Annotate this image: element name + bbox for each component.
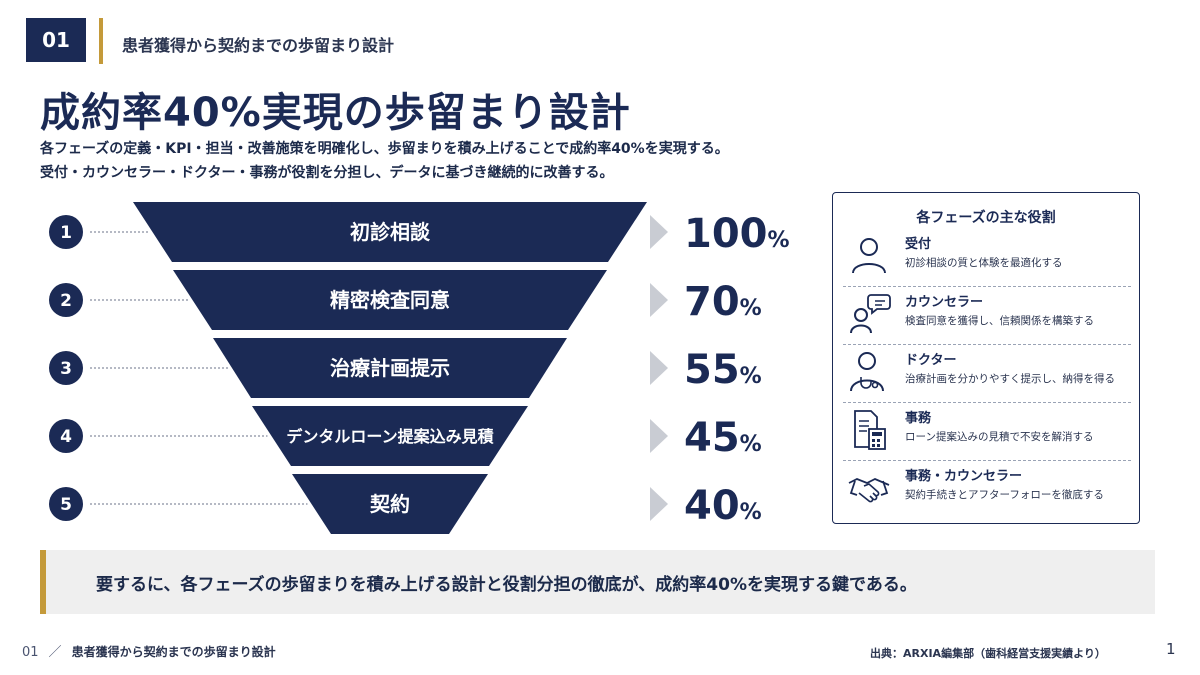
section-badge: 01 <box>26 18 86 62</box>
stage-number: 1 <box>60 223 72 243</box>
role-desc: 初診相談の質と体験を最適化する <box>905 257 1063 269</box>
stage-label: 治療計画提示 <box>330 356 450 380</box>
footer-title: 患者獲得から契約までの歩留まり設計 <box>71 645 276 659</box>
subtitle-line-2: 受付・カウンセラー・ドクター・事務が役割を分担し、データに基づき継続的に改善する… <box>40 165 614 181</box>
stage-label: 精密検査同意 <box>330 288 450 312</box>
roles-panel: 各フェーズの主な役割 受付 初診相談の質と体験を最適化する カウンセラー 検査同… <box>832 192 1140 524</box>
stage-label: 契約 <box>369 492 410 516</box>
stage-number: 4 <box>60 427 72 447</box>
counselor-chat-icon <box>850 294 891 334</box>
stage-arrow <box>650 351 668 385</box>
role-row-counselor: カウンセラー 検査同意を獲得し、信頼関係を構築する <box>843 287 1131 345</box>
footer-slash: ／ <box>48 645 62 660</box>
role-desc: 検査同意を獲得し、信頼関係を構築する <box>905 315 1094 327</box>
stage-arrow <box>650 419 668 453</box>
role-name: カウンセラー <box>905 295 984 310</box>
role-row-office-counselor: 事務・カウンセラー 契約手続きとアフターフォローを徹底する <box>843 461 1131 519</box>
footer-number: 01 <box>22 645 39 660</box>
stage-percentage: 55% <box>684 347 762 393</box>
summary-text: 要するに、各フェーズの歩留まりを積み上げる設計と役割分担の徹底が、成約率40%を… <box>96 575 917 595</box>
funnel-stage-5 <box>292 474 488 534</box>
stage-arrow <box>650 283 668 317</box>
header-accent-bar <box>99 18 103 64</box>
footer-source: 出典：ARXIA編集部（歯科経営支援実績より） <box>870 647 1106 660</box>
header-title: 患者獲得から契約までの歩留まり設計 <box>122 36 395 55</box>
stage-percentage: 100% <box>684 211 790 257</box>
subtitle-line-1: 各フェーズの定義・KPI・担当・改善施策を明確化し、歩留まりを積み上げることで成… <box>40 141 729 157</box>
stage-percentage: 70% <box>684 279 762 325</box>
page-number: 1 <box>1166 640 1176 658</box>
funnel-stage-2 <box>173 270 607 330</box>
handshake-icon <box>848 478 890 503</box>
stage-arrow <box>650 215 668 249</box>
stage-number: 5 <box>60 495 72 515</box>
summary-accent-bar <box>40 550 46 614</box>
summary-box: 要するに、各フェーズの歩留まりを積み上げる設計と役割分担の徹底が、成約率40%を… <box>40 550 1155 614</box>
stage-label: デンタルローン提案込み見積 <box>286 427 494 446</box>
stage-number-circle <box>49 283 83 317</box>
page-title: 成約率40%実現の歩留まり設計 <box>40 90 631 136</box>
funnel-stage-3 <box>213 338 567 398</box>
funnel-stage-1 <box>133 202 647 262</box>
role-row-doctor: ドクター 治療計画を分かりやすく提示し、納得を得る <box>843 345 1131 403</box>
stage-number: 2 <box>60 291 72 311</box>
stage-number-circle <box>49 419 83 453</box>
stage-percentage: 45% <box>684 415 762 461</box>
stage-number-circle <box>49 487 83 521</box>
footer-left: 01 ／ 患者獲得から契約までの歩留まり設計 <box>22 641 276 660</box>
roles-panel-title: 各フェーズの主な役割 <box>916 210 1056 226</box>
funnel-stage-4 <box>252 406 528 466</box>
doctor-stethoscope-icon <box>850 352 884 392</box>
role-desc: 契約手続きとアフターフォローを徹底する <box>905 489 1104 501</box>
role-row-office: 事務 ローン提案込みの見積で不安を解消する <box>843 403 1131 461</box>
person-icon <box>852 238 886 274</box>
role-name: 受付 <box>905 237 932 252</box>
role-name: 事務 <box>905 411 932 426</box>
role-name: ドクター <box>905 353 957 368</box>
role-name: 事務・カウンセラー <box>905 469 1023 484</box>
stage-label: 初診相談 <box>350 220 431 244</box>
role-desc: 治療計画を分かりやすく提示し、納得を得る <box>905 373 1115 385</box>
stage-percentage: 40% <box>684 483 762 529</box>
document-calculator-icon <box>854 410 886 450</box>
stage-number: 3 <box>60 359 72 379</box>
stage-arrow <box>650 487 668 521</box>
role-desc: ローン提案込みの見積で不安を解消する <box>905 431 1094 443</box>
stage-number-circle <box>49 215 83 249</box>
stage-number-circle <box>49 351 83 385</box>
role-row-reception: 受付 初診相談の質と体験を最適化する <box>843 229 1131 287</box>
